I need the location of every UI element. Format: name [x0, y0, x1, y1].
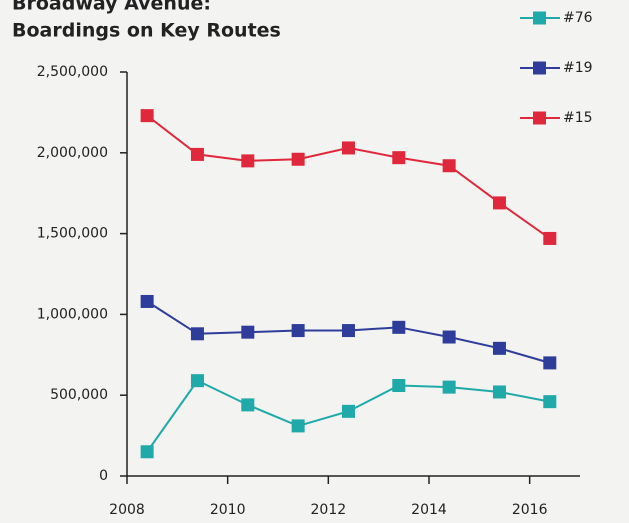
y-tick-label: 1,500,000: [37, 226, 108, 242]
y-tick-label: 2,500,000: [37, 64, 108, 80]
legend-swatch: [533, 111, 546, 125]
chart-title: Broadway Avenue:: [12, 0, 211, 15]
point: [341, 141, 355, 155]
y-tick-label: 1,000,000: [37, 306, 108, 322]
point: [190, 374, 204, 388]
point: [442, 330, 456, 344]
point: [291, 152, 305, 166]
point: [291, 324, 305, 338]
point: [241, 325, 255, 339]
legend-swatch: [533, 61, 546, 75]
point: [442, 380, 456, 394]
y-tick-label: 500,000: [50, 387, 108, 403]
legend-label: #15: [563, 110, 593, 126]
legend-label: #19: [563, 60, 593, 76]
point: [241, 398, 255, 412]
point: [190, 327, 204, 341]
series-line: [146, 114, 551, 240]
point: [190, 147, 204, 161]
x-tick-label: 2016: [512, 502, 548, 518]
x-tick-label: 2008: [109, 502, 145, 518]
point: [492, 385, 506, 399]
point: [140, 109, 154, 123]
x-tick-label: 2010: [210, 502, 246, 518]
point: [543, 231, 557, 245]
point: [341, 404, 355, 418]
chart-title: Boardings on Key Routes: [12, 20, 281, 42]
point: [442, 159, 456, 173]
point: [392, 320, 406, 334]
y-tick-label: 0: [99, 468, 108, 484]
point: [392, 379, 406, 393]
point: [241, 154, 255, 168]
point: [140, 294, 154, 308]
point: [392, 151, 406, 165]
y-tick-label: 2,000,000: [37, 145, 108, 161]
x-tick-label: 2012: [311, 502, 347, 518]
point: [543, 356, 557, 370]
point: [341, 324, 355, 338]
point: [492, 196, 506, 210]
x-tick-label: 2014: [411, 502, 447, 518]
point: [543, 395, 557, 409]
point: [291, 419, 305, 433]
legend-swatch: [533, 11, 546, 25]
legend-label: #76: [563, 10, 593, 26]
point: [140, 445, 154, 459]
point: [492, 341, 506, 355]
